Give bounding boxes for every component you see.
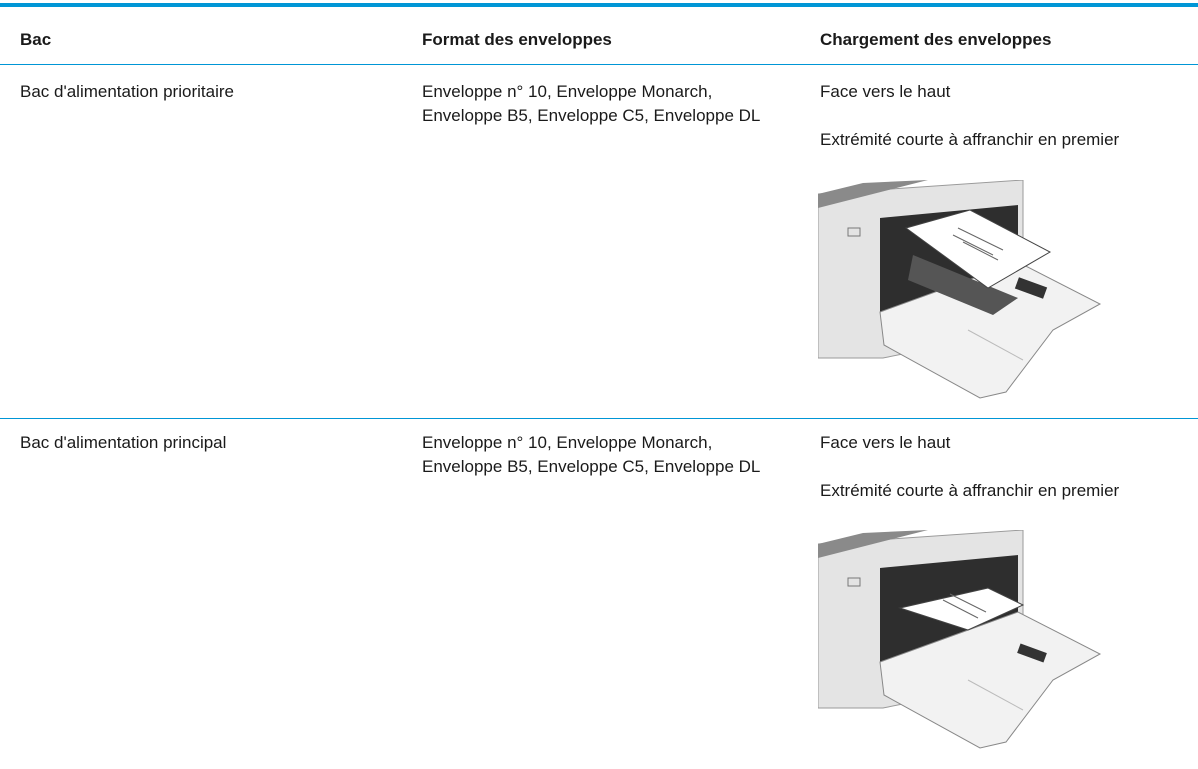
format: Enveloppe n° 10, Enveloppe Monarch, bbox=[422, 82, 713, 101]
header-cell: Bac bbox=[20, 30, 52, 49]
tray: Bac d'alimentation prioritaire bbox=[20, 82, 234, 101]
format: Enveloppe B5, Enveloppe C5, Enveloppe DL bbox=[422, 457, 761, 476]
format: Enveloppe B5, Enveloppe C5, Enveloppe DL bbox=[422, 106, 761, 125]
row-rule bbox=[0, 418, 1198, 419]
row-rule bbox=[0, 64, 1198, 65]
loading: Face vers le haut bbox=[820, 82, 951, 101]
header-cell: Chargement des enveloppes bbox=[820, 30, 1052, 49]
printer-illustration bbox=[818, 180, 1102, 399]
header-cell: Format des enveloppes bbox=[422, 30, 612, 49]
tray: Bac d'alimentation principal bbox=[20, 433, 227, 452]
format: Enveloppe n° 10, Enveloppe Monarch, bbox=[422, 433, 713, 452]
loading: Extrémité courte à affranchir en premier bbox=[820, 130, 1120, 149]
top-rule bbox=[0, 3, 1198, 7]
loading: Face vers le haut bbox=[820, 433, 951, 452]
loading: Extrémité courte à affranchir en premier bbox=[820, 481, 1120, 500]
printer-illustration bbox=[818, 530, 1102, 749]
